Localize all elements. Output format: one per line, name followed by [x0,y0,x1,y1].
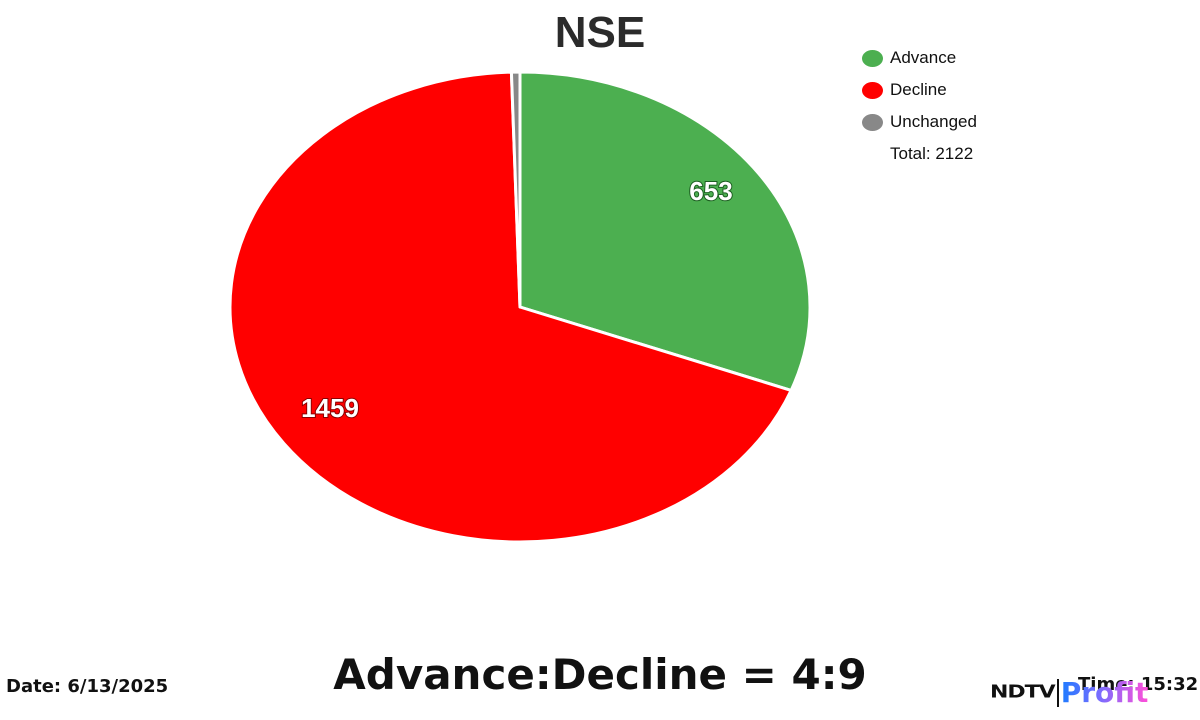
logo-divider [1056,678,1059,707]
unchanged-swatch-icon [862,113,883,131]
logo-ndtv-text: NDTV [990,682,1056,703]
unchanged-slice[interactable] [509,70,522,309]
advance-swatch-icon [862,49,883,67]
legend-label: Advance [890,48,957,67]
ndtv-profit-logo: NDTV Profit [990,676,1148,709]
decline-value-label: 1459 [301,393,359,423]
legend-item-advance[interactable]: Advance [862,42,977,74]
advance-slice[interactable] [518,70,812,392]
legend-total: Total: 2122 [890,144,974,163]
logo-profit-text: Profit [1060,676,1149,709]
legend: Advance Decline Unchanged Total: 2122 [862,42,977,170]
legend-item-decline[interactable]: Decline [862,74,977,106]
legend-label: Decline [890,80,947,99]
advance-value-label: 653 [689,176,732,206]
time-label: Time: 15:32 [1078,674,1199,695]
advance-decline-ratio: Advance:Decline = 4:9 [333,650,867,699]
chart-title: NSE [554,8,646,57]
legend-label: Unchanged [890,112,977,131]
date-label: Date: 6/13/2025 [6,676,169,697]
decline-slice[interactable] [228,70,793,544]
decline-swatch-icon [862,81,883,99]
legend-item-unchanged[interactable]: Unchanged [862,106,977,138]
